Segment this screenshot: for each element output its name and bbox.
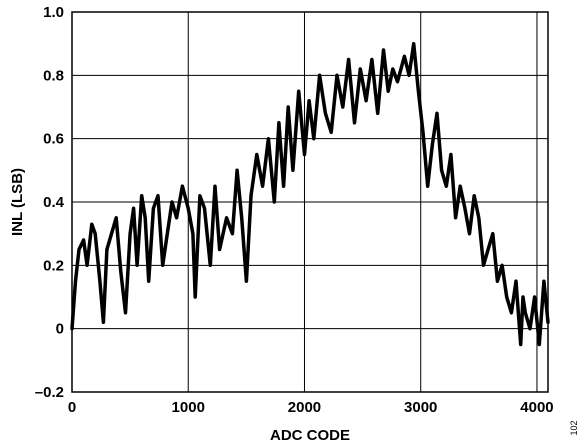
y-axis-title: INL (LSB) (9, 168, 26, 236)
x-tick-labels: 0 1000 2000 3000 4000 (68, 399, 554, 416)
y-tick-label: 0.4 (43, 194, 65, 211)
x-axis-title: ADC CODE (270, 427, 350, 444)
figure-id-label: 102 (569, 420, 579, 435)
inl-series-line (70, 41, 550, 347)
y-tick-label: 0.8 (43, 67, 64, 84)
plot-frame (71, 11, 549, 393)
x-tick-label: 1000 (172, 399, 205, 416)
x-tick-label: 2000 (288, 399, 321, 416)
y-tick-label: –0.2 (35, 384, 64, 401)
x-tick-label: 0 (68, 399, 76, 416)
y-tick-label: 0.2 (43, 257, 64, 274)
y-tick-label: 0.6 (43, 131, 64, 148)
y-tick-label: 1.0 (43, 4, 64, 21)
y-tick-label: 0 (56, 321, 64, 338)
x-tick-label: 3000 (404, 399, 437, 416)
x-tick-label: 4000 (520, 399, 553, 416)
series-layer (70, 41, 550, 347)
y-tick-labels: –0.2 0 0.2 0.4 0.6 0.8 1.0 (35, 4, 65, 401)
